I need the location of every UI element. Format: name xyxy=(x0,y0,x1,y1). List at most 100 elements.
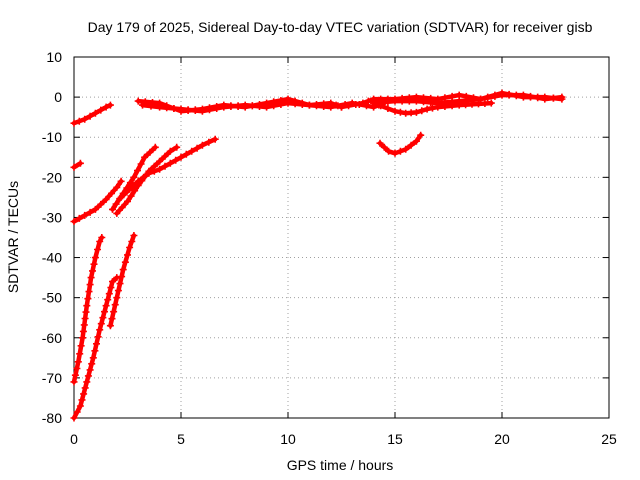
data-point xyxy=(74,358,82,366)
y-tick-label: -30 xyxy=(42,209,62,225)
data-point xyxy=(498,91,506,99)
data-point xyxy=(558,93,566,101)
data-point xyxy=(527,92,534,100)
data-point xyxy=(305,101,313,109)
data-point xyxy=(83,378,91,386)
data-point xyxy=(101,308,108,316)
data-point xyxy=(205,138,213,146)
data-point xyxy=(345,102,353,110)
data-point xyxy=(284,99,292,107)
data-point xyxy=(119,266,127,274)
data-point xyxy=(384,105,392,112)
data-point xyxy=(113,183,121,191)
data-point xyxy=(118,203,126,211)
data-point xyxy=(541,95,549,103)
data-point xyxy=(91,347,99,355)
data-point xyxy=(256,103,263,110)
series-arc-15 xyxy=(376,131,425,157)
series-arc-11 xyxy=(139,99,345,115)
data-point xyxy=(131,187,139,195)
data-point xyxy=(462,101,470,109)
data-point xyxy=(145,169,153,177)
series-arc-3 xyxy=(70,177,125,225)
chart-title: Day 179 of 2025, Sidereal Day-to-day VTE… xyxy=(88,19,593,35)
data-point xyxy=(130,173,138,181)
data-point xyxy=(163,104,171,112)
data-point xyxy=(106,322,114,330)
data-point xyxy=(161,162,169,170)
x-tick-label: 15 xyxy=(387,431,403,447)
data-point xyxy=(91,109,99,117)
data-point xyxy=(134,97,142,105)
data-point xyxy=(418,107,426,115)
data-point xyxy=(75,214,83,222)
data-point xyxy=(206,106,213,114)
data-point xyxy=(213,105,221,112)
y-tick-label: -50 xyxy=(42,290,62,306)
data-point xyxy=(108,315,116,323)
data-point xyxy=(398,97,406,105)
data-point xyxy=(434,103,442,111)
x-tick-label: 0 xyxy=(70,431,78,447)
data-point xyxy=(220,103,228,111)
data-point xyxy=(108,189,115,197)
data-point xyxy=(352,101,360,108)
data-point xyxy=(102,195,110,203)
data-point xyxy=(332,101,340,109)
data-point xyxy=(384,98,392,106)
data-point xyxy=(126,244,134,251)
series-arc-14 xyxy=(370,99,495,117)
data-point xyxy=(455,91,463,99)
data-point xyxy=(177,153,185,161)
data-point xyxy=(377,102,385,110)
y-tick-label: 0 xyxy=(54,89,62,105)
data-point xyxy=(327,99,335,107)
data-point xyxy=(91,205,99,213)
data-point xyxy=(96,326,104,334)
data-point xyxy=(402,145,410,153)
data-point xyxy=(338,103,345,111)
data-point xyxy=(173,143,181,151)
data-point xyxy=(79,327,87,335)
data-point xyxy=(70,414,78,422)
data-point xyxy=(477,95,485,103)
series-group xyxy=(70,89,566,422)
series-arc-1 xyxy=(70,101,114,127)
data-point xyxy=(549,94,557,102)
data-point xyxy=(359,99,367,107)
y-tick-label: -10 xyxy=(42,129,62,145)
data-point xyxy=(70,163,78,171)
data-point xyxy=(87,274,95,282)
data-point xyxy=(124,251,131,259)
data-point xyxy=(84,295,92,303)
data-point xyxy=(116,280,124,288)
data-point xyxy=(77,342,85,350)
data-point xyxy=(86,281,94,289)
data-point xyxy=(80,390,88,398)
data-point xyxy=(109,205,116,213)
series-arc-9 xyxy=(117,135,219,201)
data-point xyxy=(78,396,86,404)
data-point xyxy=(113,209,121,217)
data-point xyxy=(198,141,206,149)
data-point xyxy=(140,173,148,181)
y-tick-label: -20 xyxy=(42,169,62,185)
data-point xyxy=(161,152,169,160)
series-line xyxy=(371,92,565,106)
data-point xyxy=(88,360,96,368)
data-point xyxy=(98,234,106,241)
data-point xyxy=(130,232,138,239)
y-tick-label: -70 xyxy=(42,370,62,386)
y-tick-label: -40 xyxy=(42,250,62,266)
data-point xyxy=(134,177,142,185)
data-point xyxy=(126,179,134,187)
data-point xyxy=(82,308,90,316)
data-point xyxy=(487,99,495,107)
y-tick-label: -60 xyxy=(42,330,62,346)
data-point xyxy=(423,105,431,113)
data-point xyxy=(448,102,456,110)
data-point xyxy=(76,159,84,167)
series-arc-5 xyxy=(70,274,121,422)
